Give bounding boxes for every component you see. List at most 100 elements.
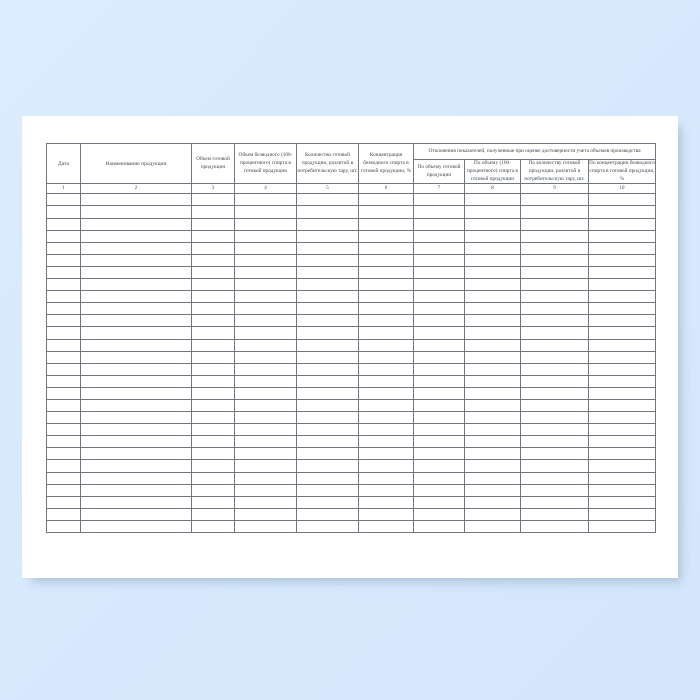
table-cell[interactable] [464, 435, 521, 449]
table-row[interactable] [46, 278, 657, 292]
table-cell[interactable] [520, 278, 589, 292]
table-cell[interactable] [413, 471, 465, 485]
table-cell[interactable] [234, 302, 297, 316]
table-cell[interactable] [587, 350, 657, 364]
table-cell[interactable] [80, 205, 192, 219]
table-cell[interactable] [46, 338, 81, 352]
table-cell[interactable] [234, 278, 297, 292]
table-cell[interactable] [358, 459, 414, 473]
table-cell[interactable] [296, 362, 359, 376]
table-cell[interactable] [413, 362, 465, 376]
table-cell[interactable] [464, 278, 521, 292]
table-cell[interactable] [296, 290, 359, 304]
table-cell[interactable] [296, 205, 359, 219]
table-cell[interactable] [587, 265, 657, 280]
table-cell[interactable] [296, 471, 359, 485]
table-cell[interactable] [464, 495, 521, 509]
table-cell[interactable] [464, 241, 521, 255]
table-cell[interactable] [520, 217, 589, 231]
table-cell[interactable] [520, 290, 589, 304]
table-cell[interactable] [520, 483, 589, 497]
table-cell[interactable] [46, 362, 81, 376]
table-cell[interactable] [520, 423, 589, 437]
table-cell[interactable] [80, 326, 192, 340]
table-cell[interactable] [191, 290, 235, 304]
table-row[interactable] [46, 411, 657, 425]
table-cell[interactable] [46, 483, 81, 497]
table-cell[interactable] [191, 314, 235, 328]
table-cell[interactable] [234, 265, 297, 280]
table-cell[interactable] [358, 398, 414, 413]
table-cell[interactable] [80, 278, 192, 292]
table-cell[interactable] [296, 302, 359, 316]
table-cell[interactable] [234, 205, 297, 219]
table-cell[interactable] [587, 241, 657, 255]
table-cell[interactable] [464, 350, 521, 364]
table-cell[interactable] [234, 471, 297, 485]
table-cell[interactable] [587, 338, 657, 352]
table-cell[interactable] [191, 265, 235, 280]
table-cell[interactable] [358, 483, 414, 497]
table-cell[interactable] [46, 229, 81, 243]
table-cell[interactable] [464, 483, 521, 497]
table-cell[interactable] [234, 447, 297, 461]
table-cell[interactable] [358, 423, 414, 437]
table-cell[interactable] [46, 278, 81, 292]
table-cell[interactable] [80, 217, 192, 231]
table-cell[interactable] [587, 386, 657, 400]
table-cell[interactable] [413, 350, 465, 364]
table-cell[interactable] [191, 471, 235, 485]
table-cell[interactable] [587, 507, 657, 521]
table-row[interactable] [46, 362, 657, 376]
table-cell[interactable] [464, 471, 521, 485]
table-cell[interactable] [296, 483, 359, 497]
table-cell[interactable] [296, 435, 359, 449]
table-cell[interactable] [413, 265, 465, 280]
table-cell[interactable] [413, 435, 465, 449]
table-cell[interactable] [46, 314, 81, 328]
table-cell[interactable] [80, 507, 192, 521]
table-cell[interactable] [464, 326, 521, 340]
table-cell[interactable] [191, 435, 235, 449]
table-cell[interactable] [191, 193, 235, 207]
table-cell[interactable] [234, 459, 297, 473]
table-cell[interactable] [358, 507, 414, 521]
table-cell[interactable] [234, 338, 297, 352]
table-cell[interactable] [46, 302, 81, 316]
table-cell[interactable] [296, 459, 359, 473]
table-cell[interactable] [520, 519, 589, 534]
table-cell[interactable] [358, 290, 414, 304]
table-cell[interactable] [464, 362, 521, 376]
table-cell[interactable] [191, 423, 235, 437]
table-cell[interactable] [80, 314, 192, 328]
table-cell[interactable] [413, 374, 465, 388]
table-cell[interactable] [296, 447, 359, 461]
table-cell[interactable] [234, 374, 297, 388]
table-cell[interactable] [80, 447, 192, 461]
table-cell[interactable] [191, 229, 235, 243]
table-cell[interactable] [413, 507, 465, 521]
table-cell[interactable] [413, 229, 465, 243]
table-cell[interactable] [46, 519, 81, 534]
table-cell[interactable] [587, 423, 657, 437]
table-cell[interactable] [46, 459, 81, 473]
table-row[interactable] [46, 471, 657, 485]
table-cell[interactable] [296, 350, 359, 364]
table-cell[interactable] [464, 398, 521, 413]
table-cell[interactable] [587, 253, 657, 267]
table-cell[interactable] [234, 411, 297, 425]
table-cell[interactable] [191, 362, 235, 376]
table-cell[interactable] [520, 374, 589, 388]
table-row[interactable] [46, 241, 657, 255]
table-cell[interactable] [587, 193, 657, 207]
table-cell[interactable] [191, 398, 235, 413]
table-cell[interactable] [358, 265, 414, 280]
table-cell[interactable] [234, 423, 297, 437]
table-cell[interactable] [520, 447, 589, 461]
table-cell[interactable] [191, 386, 235, 400]
table-cell[interactable] [80, 193, 192, 207]
table-cell[interactable] [520, 265, 589, 280]
table-cell[interactable] [191, 241, 235, 255]
table-cell[interactable] [234, 362, 297, 376]
table-cell[interactable] [413, 253, 465, 267]
